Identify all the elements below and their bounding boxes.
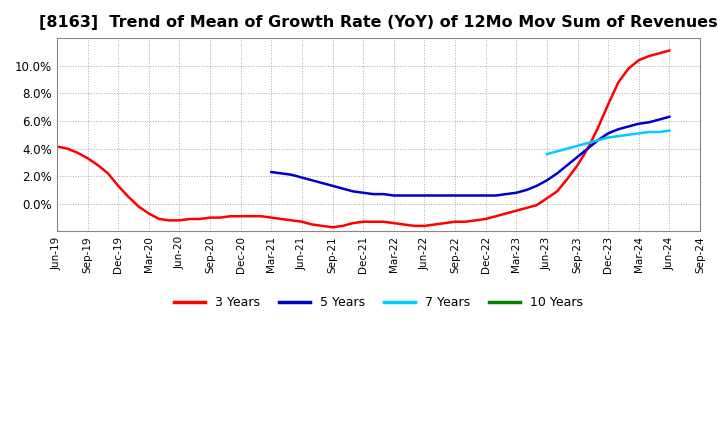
7 Years <box>553 149 562 154</box>
7 Years <box>644 129 653 135</box>
5 Years <box>308 178 317 183</box>
5 Years <box>461 193 469 198</box>
5 Years <box>348 189 357 194</box>
5 Years <box>634 121 643 126</box>
5 Years <box>522 187 531 193</box>
5 Years <box>593 138 602 143</box>
5 Years <box>543 178 552 183</box>
7 Years <box>604 135 613 140</box>
7 Years <box>593 138 602 143</box>
5 Years <box>297 175 306 180</box>
5 Years <box>277 171 286 176</box>
5 Years <box>410 193 418 198</box>
5 Years <box>400 193 408 198</box>
5 Years <box>502 191 510 197</box>
5 Years <box>573 154 582 159</box>
5 Years <box>267 169 276 175</box>
5 Years <box>328 183 337 188</box>
5 Years <box>379 191 388 197</box>
5 Years <box>553 171 562 176</box>
5 Years <box>359 190 367 195</box>
5 Years <box>338 186 347 191</box>
3 Years <box>431 222 439 227</box>
7 Years <box>634 131 643 136</box>
3 Years <box>175 218 184 223</box>
Legend: 3 Years, 5 Years, 7 Years, 10 Years: 3 Years, 5 Years, 7 Years, 10 Years <box>168 291 588 314</box>
5 Years <box>644 120 653 125</box>
5 Years <box>431 193 439 198</box>
5 Years <box>390 193 398 198</box>
7 Years <box>573 143 582 148</box>
Title: [8163]  Trend of Mean of Growth Rate (YoY) of 12Mo Mov Sum of Revenues: [8163] Trend of Mean of Growth Rate (YoY… <box>39 15 718 30</box>
5 Years <box>420 193 428 198</box>
3 Years <box>196 216 204 222</box>
7 Years <box>563 146 572 151</box>
3 Years <box>53 144 61 149</box>
5 Years <box>512 190 521 195</box>
7 Years <box>624 132 633 137</box>
5 Years <box>471 193 480 198</box>
5 Years <box>441 193 449 198</box>
5 Years <box>482 193 490 198</box>
5 Years <box>492 193 500 198</box>
3 Years <box>593 125 602 131</box>
5 Years <box>287 172 296 177</box>
5 Years <box>563 162 572 168</box>
5 Years <box>665 114 674 119</box>
7 Years <box>655 129 664 135</box>
5 Years <box>604 131 613 136</box>
3 Years <box>267 215 276 220</box>
Line: 7 Years: 7 Years <box>547 131 670 154</box>
7 Years <box>665 128 674 133</box>
7 Years <box>583 140 592 146</box>
Line: 3 Years: 3 Years <box>57 51 670 227</box>
3 Years <box>390 220 398 226</box>
5 Years <box>655 117 664 122</box>
7 Years <box>614 133 623 139</box>
5 Years <box>624 124 633 129</box>
5 Years <box>369 191 378 197</box>
3 Years <box>665 48 674 53</box>
Line: 5 Years: 5 Years <box>271 117 670 195</box>
3 Years <box>328 225 337 230</box>
5 Years <box>614 127 623 132</box>
7 Years <box>543 151 552 157</box>
5 Years <box>532 183 541 188</box>
5 Years <box>318 180 327 186</box>
5 Years <box>583 146 592 151</box>
5 Years <box>451 193 459 198</box>
